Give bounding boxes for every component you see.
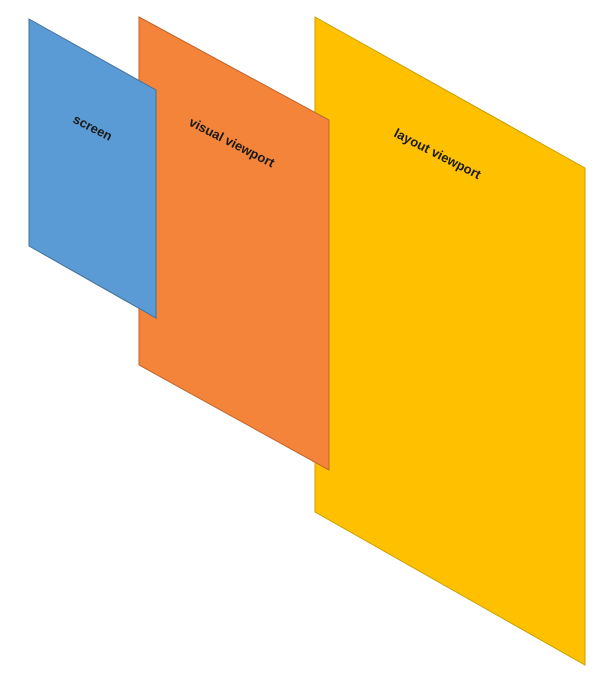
visual-viewport-shape — [138, 16, 330, 471]
screen-panel: screen — [28, 18, 157, 319]
visual-viewport-panel: visual viewport — [138, 16, 330, 471]
layout-viewport-shape — [314, 16, 586, 666]
layout-viewport-panel: layout viewport — [314, 16, 586, 666]
screen-shape — [28, 18, 157, 319]
